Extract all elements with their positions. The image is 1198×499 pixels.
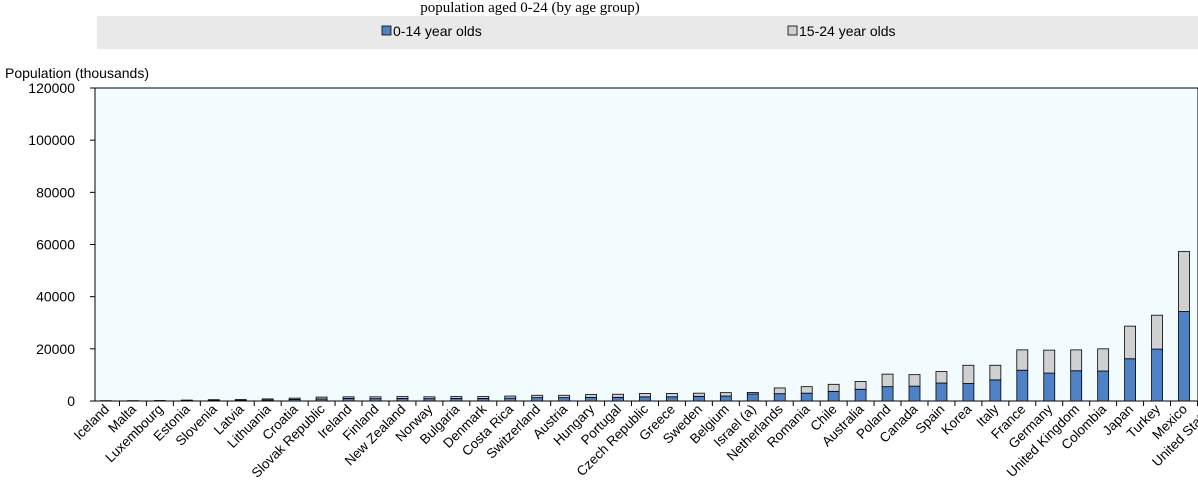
bar-15-24-28 [854, 381, 867, 390]
bar-0-14-18 [585, 396, 597, 402]
y-tick-label: 100000 [28, 132, 75, 148]
plot-area [94, 87, 1198, 402]
bar-0-14-25 [773, 393, 786, 402]
bar-0-14-38 [1124, 358, 1136, 402]
legend-label-1: 15-24 year olds [799, 23, 896, 39]
bar-15-24-19 [612, 393, 624, 398]
bar-0-14-30 [908, 385, 921, 402]
bar-15-24-35 [1043, 349, 1056, 374]
legend-swatch-1 [787, 25, 798, 36]
bar-15-24-16 [531, 394, 544, 399]
x-axis-labels: IcelandMaltaLuxembourgEstoniaSloveniaLat… [71, 401, 1198, 480]
chart-title: population aged 0-24 (by age group) [420, 0, 640, 16]
y-axis-title: Population (thousands) [5, 65, 149, 81]
bar-0-14-35 [1043, 372, 1056, 402]
bar-15-24-29 [881, 373, 894, 388]
bar-15-24-12 [423, 396, 436, 400]
y-tick-label: 60000 [36, 237, 75, 253]
bar-0-14-40 [1178, 311, 1190, 402]
x-tick-label: Iceland [71, 402, 112, 443]
bar-15-24-39 [1151, 314, 1163, 350]
bar-0-14-28 [854, 388, 867, 402]
bar-0-14-16 [531, 397, 544, 402]
bar-15-24-10 [369, 396, 382, 400]
bar-15-24-27 [827, 383, 840, 392]
bar-15-24-14 [477, 396, 490, 399]
legend-label-0: 0-14 year olds [393, 23, 482, 39]
bar-15-24-38 [1124, 325, 1136, 360]
bar-0-14-19 [612, 396, 624, 402]
bar-15-24-25 [773, 387, 786, 395]
bar-0-14-17 [558, 397, 571, 402]
bar-0-14-34 [1016, 369, 1029, 402]
bar-0-14-24 [746, 393, 759, 402]
bar-15-24-34 [1016, 349, 1029, 371]
bar-15-24-37 [1097, 348, 1110, 372]
y-tick-label: 120000 [28, 80, 75, 96]
bar-15-24-11 [396, 396, 409, 399]
bar-15-24-7 [288, 397, 301, 400]
bar-15-24-32 [962, 364, 975, 384]
bars [100, 251, 1190, 402]
bar-15-24-8 [315, 396, 328, 400]
bar-15-24-23 [719, 392, 732, 397]
bar-15-24-33 [989, 364, 1002, 381]
bar-15-24-36 [1070, 349, 1083, 372]
legend-swatch-0 [381, 25, 392, 36]
legend-box [97, 16, 1198, 49]
bar-15-24-17 [558, 394, 571, 399]
y-tick-label: 40000 [36, 289, 75, 305]
y-tick-label: 20000 [36, 341, 75, 357]
bar-15-24-5 [234, 399, 247, 401]
bar-15-24-9 [342, 396, 355, 399]
bar-15-24-26 [800, 386, 813, 394]
bar-0-14-27 [827, 390, 840, 402]
y-tick-label: 80000 [36, 184, 75, 200]
bar-0-14-37 [1097, 370, 1110, 402]
bar-0-14-21 [666, 396, 678, 402]
bar-15-24-13 [450, 396, 463, 399]
bar-0-14-29 [881, 386, 894, 402]
bar-15-24-24 [746, 391, 759, 395]
bar-0-14-31 [935, 382, 948, 402]
y-tick-label: 0 [67, 393, 75, 409]
x-tick-label: Korea [938, 401, 974, 437]
bar-0-14-32 [962, 383, 975, 402]
bar-0-14-39 [1151, 348, 1163, 402]
bar-15-24-31 [935, 371, 948, 384]
bar-0-14-23 [719, 395, 732, 402]
bar-15-24-15 [504, 395, 517, 399]
bar-15-24-20 [639, 393, 651, 398]
bar-15-24-4 [207, 399, 220, 401]
bar-15-24-22 [693, 392, 705, 397]
bar-0-14-36 [1070, 370, 1083, 402]
bar-15-24-30 [908, 374, 921, 387]
bar-15-24-40 [1178, 251, 1190, 312]
bar-0-14-20 [639, 396, 651, 402]
bar-0-14-22 [693, 395, 705, 402]
x-axis [118, 401, 1198, 406]
bar-0-14-33 [989, 379, 1002, 402]
bar-15-24-18 [585, 394, 597, 398]
bar-0-14-26 [800, 392, 813, 402]
y-axis: 0 20000 40000 60000 80000 100000 120000 [28, 80, 95, 409]
bar-15-24-6 [261, 398, 274, 401]
bar-15-24-21 [666, 393, 678, 398]
bar-0-14-15 [504, 397, 517, 402]
